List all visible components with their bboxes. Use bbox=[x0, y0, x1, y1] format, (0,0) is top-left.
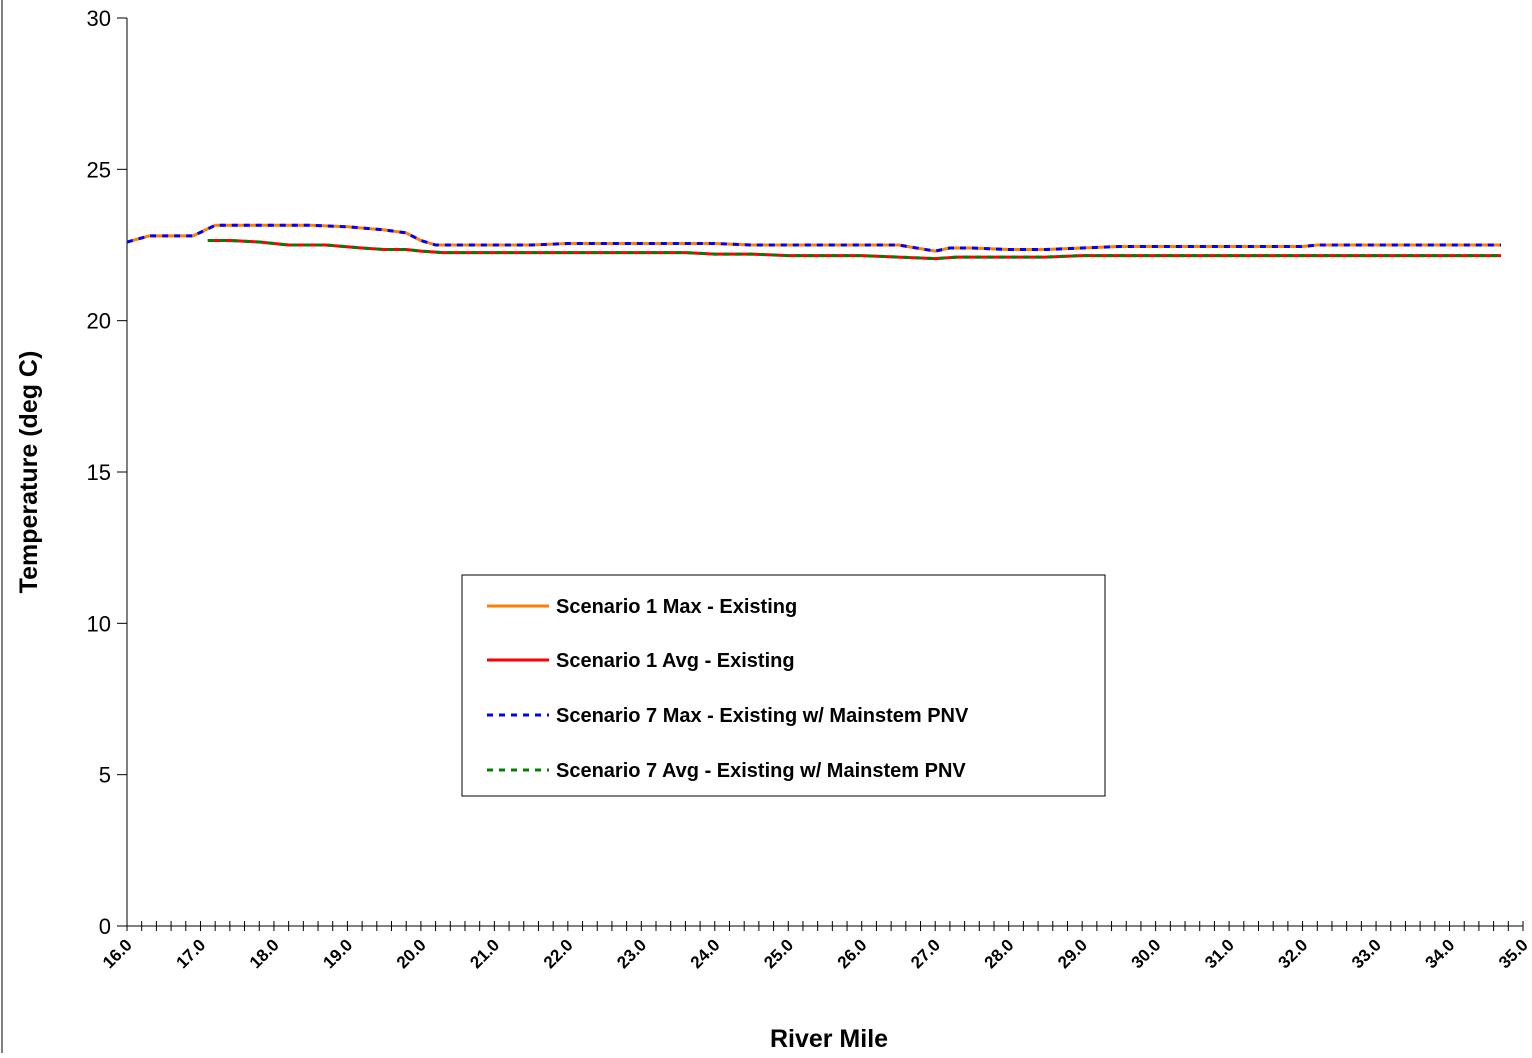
y-tick-label: 10 bbox=[87, 611, 111, 636]
y-tick-label: 20 bbox=[87, 309, 111, 334]
y-tick-label: 15 bbox=[87, 460, 111, 485]
y-tick-label: 30 bbox=[87, 6, 111, 31]
y-axis-title: Temperature (deg C) bbox=[15, 351, 43, 594]
legend-label: Scenario 7 Avg - Existing w/ Mainstem PN… bbox=[556, 760, 966, 782]
x-axis-title: River Mile bbox=[770, 1025, 888, 1053]
legend-label: Scenario 1 Avg - Existing bbox=[556, 650, 795, 672]
legend-label: Scenario 1 Max - Existing bbox=[556, 596, 797, 618]
y-tick-label: 5 bbox=[99, 763, 111, 788]
y-tick-label: 0 bbox=[99, 914, 111, 939]
legend-label: Scenario 7 Max - Existing w/ Mainstem PN… bbox=[556, 705, 969, 727]
y-tick-label: 25 bbox=[87, 157, 111, 182]
